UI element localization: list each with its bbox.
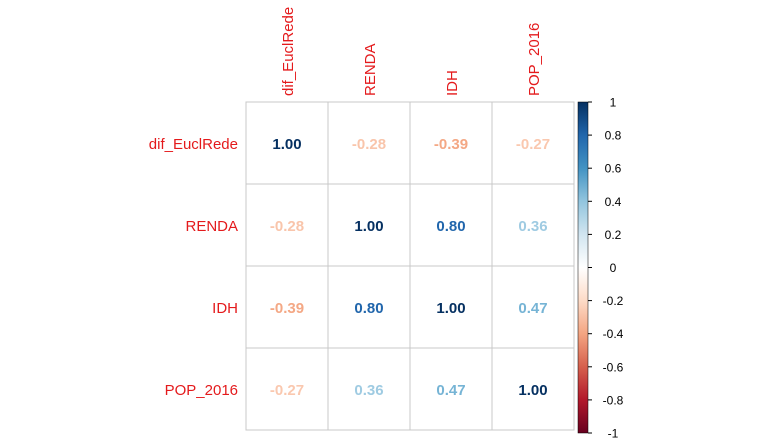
cell-dif_EuclRede-dif_EuclRede: [245, 101, 329, 185]
row-label: POP_2016: [165, 382, 238, 399]
colorbar-tick-label: -0.4: [603, 327, 624, 341]
value-label: 0.36: [518, 218, 547, 235]
colorbar-gradient: [577, 101, 589, 434]
cell-POP_2016-POP_2016: [491, 347, 575, 431]
colorbar-tick-label: -0.2: [603, 294, 624, 308]
cell-RENDA-dif_EuclRede: [245, 183, 329, 267]
colorbar-tick-label: 0.2: [605, 228, 622, 242]
cell-POP_2016-RENDA: [327, 347, 411, 431]
colorbar-tick-label: -1: [608, 427, 619, 441]
value-label: -0.27: [270, 382, 304, 399]
colorbar-tick-label: -0.8: [603, 393, 624, 407]
value-label: 0.80: [436, 218, 465, 235]
cell-RENDA-RENDA: [327, 183, 411, 267]
colorbar-tick-label: 1: [610, 96, 617, 110]
row-label: dif_EuclRede: [149, 136, 238, 153]
cell-dif_EuclRede-POP_2016: [491, 101, 575, 185]
cell-RENDA-POP_2016: [491, 183, 575, 267]
cell-IDH-POP_2016: [491, 265, 575, 349]
value-label: 0.80: [354, 300, 383, 317]
cell-IDH-RENDA: [327, 265, 411, 349]
column-label: RENDA: [362, 43, 379, 96]
cell-POP_2016-dif_EuclRede: [245, 347, 329, 431]
row-label: RENDA: [185, 218, 238, 235]
row-label: IDH: [212, 300, 238, 317]
value-label: 1.00: [518, 382, 547, 399]
cell-dif_EuclRede-IDH: [409, 101, 493, 185]
value-label: 1.00: [354, 218, 383, 235]
column-label: POP_2016: [526, 23, 543, 96]
value-label: 1.00: [436, 300, 465, 317]
colorbar-tick-label: 0.8: [605, 129, 622, 143]
column-label: IDH: [444, 70, 461, 96]
value-label: -0.28: [352, 136, 386, 153]
value-label: -0.27: [516, 136, 550, 153]
value-label: 1.00: [272, 136, 301, 153]
cell-dif_EuclRede-RENDA: [327, 101, 411, 185]
value-label: -0.39: [434, 136, 468, 153]
colorbar-tick-label: 0.4: [605, 195, 622, 209]
colorbar-tick-label: 0.6: [605, 162, 622, 176]
value-label: -0.39: [270, 300, 304, 317]
variable-labels: dif_EuclRede dif_EuclRede RENDA RENDA IDH IDH…: [149, 7, 543, 399]
column-label: dif_EuclRede: [280, 7, 297, 96]
value-label: -0.28: [270, 218, 304, 235]
colorbar: 1 0.8 0.6 0.4 0.2 0 -0.2 -0.4 -0.6 -0.8 -1: [577, 96, 624, 441]
value-label: 0.47: [518, 300, 547, 317]
colorbar-tick-label: -0.6: [603, 360, 624, 374]
value-label: 0.36: [354, 382, 383, 399]
colorbar-tick-label: 0: [610, 261, 617, 275]
value-label: 0.47: [436, 382, 465, 399]
correlation-grid: 1.00 -0.28 -0.39 -0.27 -0.28 1.00 0.80 0.36 -0.3…: [245, 101, 575, 431]
